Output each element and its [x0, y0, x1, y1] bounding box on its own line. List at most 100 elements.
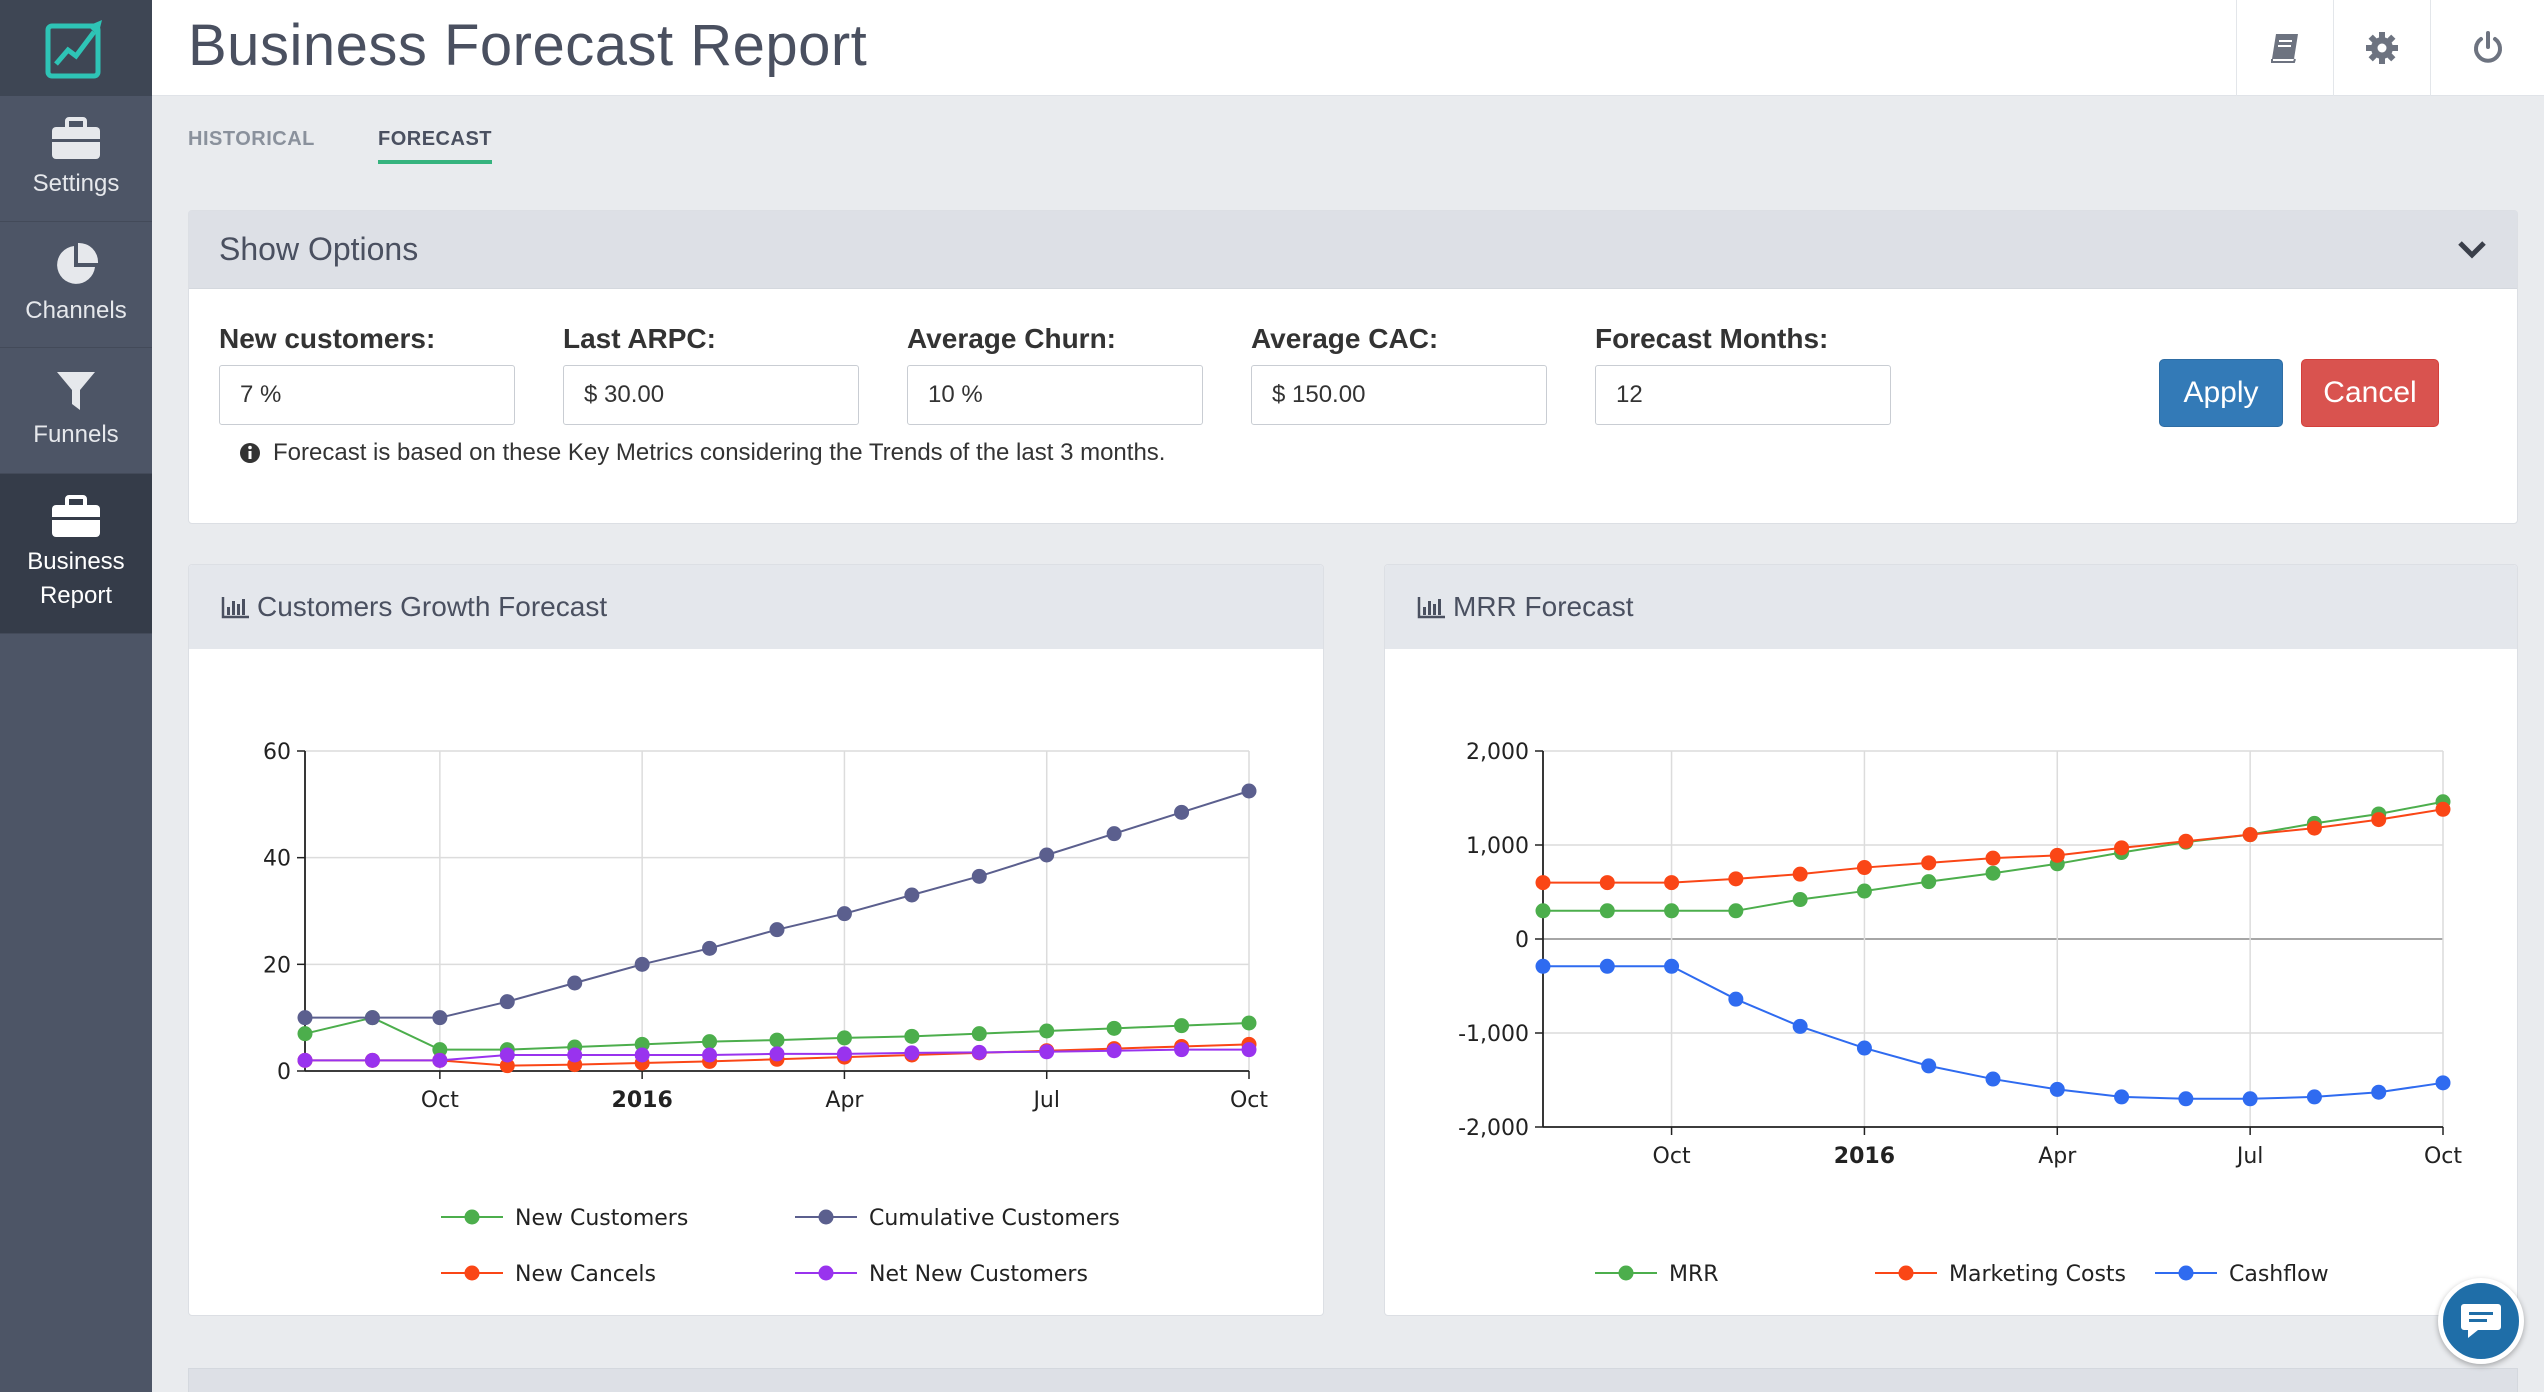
data-point	[2114, 1089, 2130, 1105]
y-tick-label: 60	[263, 740, 291, 765]
data-point	[1174, 1018, 1190, 1034]
data-point	[1039, 847, 1055, 863]
data-point	[971, 868, 987, 884]
forecast-months-input[interactable]	[1595, 365, 1891, 425]
briefcase-icon	[52, 116, 100, 159]
average-churn-field: Average Churn:	[907, 323, 1203, 425]
data-point	[2114, 840, 2130, 856]
data-point	[364, 1052, 380, 1068]
forecast-months-field: Forecast Months:	[1595, 323, 1891, 425]
cancel-button[interactable]: Cancel	[2301, 359, 2439, 427]
data-point	[2306, 1089, 2322, 1105]
customers-growth-chart: 0 20 40 60 Oct 2016 Apr Jul Oct New Customers Cumu…	[263, 740, 1268, 1287]
data-point	[2435, 801, 2451, 817]
sidebar-item-funnels[interactable]: Funnels	[0, 348, 152, 474]
y-tick-label: 0	[277, 1060, 291, 1085]
data-point	[904, 1028, 920, 1044]
app-logo[interactable]	[0, 0, 152, 96]
data-point	[1174, 1042, 1190, 1058]
docs-button[interactable]	[2236, 0, 2333, 96]
data-point	[836, 906, 852, 922]
x-tick-label: Oct	[2424, 1144, 2462, 1169]
data-point	[1664, 958, 1680, 974]
x-tick-label: Apr	[2038, 1144, 2077, 1169]
data-point	[432, 1052, 448, 1068]
data-point	[364, 1010, 380, 1026]
tab-forecast[interactable]: FORECAST	[378, 128, 492, 164]
settings-button[interactable]	[2333, 0, 2430, 96]
data-point	[836, 1030, 852, 1046]
data-point	[1599, 903, 1615, 919]
sidebar-item-label: Settings	[32, 169, 120, 197]
mrr-forecast-chart: -2,000 -1,000 0 1,000 2,000 Oct 2016 Apr Jul Oct M…	[1458, 740, 2462, 1287]
data-point	[2435, 1075, 2451, 1091]
sidebar-item-business-report[interactable]: Business Report	[0, 474, 152, 634]
average-churn-input[interactable]	[907, 365, 1203, 425]
sidebar-item-channels[interactable]: Channels	[0, 222, 152, 348]
data-point	[1856, 883, 1872, 899]
forecast-note-text: Forecast is based on these Key Metrics c…	[273, 439, 1166, 466]
y-tick-label: 20	[263, 953, 291, 978]
sidebar-item-label: Channels	[25, 296, 127, 324]
data-point	[1921, 874, 1937, 890]
growth-chart-icon	[45, 20, 102, 79]
data-point	[1535, 875, 1551, 891]
data-point	[1241, 1015, 1257, 1031]
data-point	[634, 956, 650, 972]
data-point	[1792, 866, 1808, 882]
forecast-note: Forecast is based on these Key Metrics c…	[239, 439, 1165, 467]
apply-button[interactable]: Apply	[2159, 359, 2283, 427]
new-customers-label: New customers:	[219, 323, 436, 354]
average-churn-label: Average Churn:	[907, 323, 1117, 354]
sidebar-item-settings[interactable]: Settings	[0, 96, 152, 222]
legend-swatch-dot	[1618, 1265, 1634, 1281]
legend-label: MRR	[1669, 1262, 1719, 1287]
data-point	[1856, 860, 1872, 876]
average-cac-input[interactable]	[1251, 365, 1547, 425]
tab-historical[interactable]: HISTORICAL	[188, 128, 315, 150]
last-arpc-label: Last ARPC:	[563, 323, 716, 354]
data-point	[297, 1052, 313, 1068]
legend-label: New Customers	[515, 1206, 688, 1231]
new-customers-input[interactable]	[219, 365, 515, 425]
data-point	[2178, 833, 2194, 849]
legend-swatch-dot	[464, 1209, 480, 1225]
chevron-down-icon[interactable]	[2457, 239, 2487, 261]
data-point	[2306, 820, 2322, 836]
data-point	[702, 940, 718, 956]
filter-icon	[57, 371, 95, 410]
data-point	[769, 922, 785, 938]
data-point	[1241, 783, 1257, 799]
chat-bubble-icon	[2461, 1304, 2501, 1338]
data-point	[1792, 892, 1808, 908]
card-title: MRR Forecast	[1453, 591, 1634, 622]
legend-swatch-dot	[1898, 1265, 1914, 1281]
card-title: Customers Growth Forecast	[257, 591, 608, 622]
data-point	[1535, 903, 1551, 919]
data-point	[1039, 1023, 1055, 1039]
legend-label: Marketing Costs	[1949, 1262, 2126, 1287]
sidebar-item-label: Funnels	[33, 420, 119, 448]
y-tick-label: 2,000	[1466, 740, 1529, 765]
options-panel-header[interactable]: Show Options	[189, 211, 2517, 289]
data-point	[499, 1047, 515, 1063]
legend-label: Net New Customers	[869, 1262, 1088, 1287]
data-point	[904, 887, 920, 903]
x-tick-label: Oct	[421, 1088, 459, 1113]
y-tick-label: 0	[1515, 928, 1529, 953]
data-point	[1728, 903, 1744, 919]
data-point	[769, 1046, 785, 1062]
x-tick-label: Oct	[1230, 1088, 1268, 1113]
last-arpc-input[interactable]	[563, 365, 859, 425]
data-point	[2371, 1084, 2387, 1100]
chat-button[interactable]	[2438, 1278, 2524, 1364]
sidebar: Settings Channels Funnels Business Repor…	[0, 0, 152, 1392]
average-cac-field: Average CAC:	[1251, 323, 1547, 425]
power-button[interactable]	[2430, 0, 2544, 96]
options-panel-title: Show Options	[219, 231, 419, 267]
series-line	[305, 790, 1250, 1019]
legend-label: Cumulative Customers	[869, 1206, 1120, 1231]
bar-chart-icon	[1417, 597, 1445, 619]
data-point	[1535, 958, 1551, 974]
page-title: Business Forecast Report	[188, 13, 868, 78]
